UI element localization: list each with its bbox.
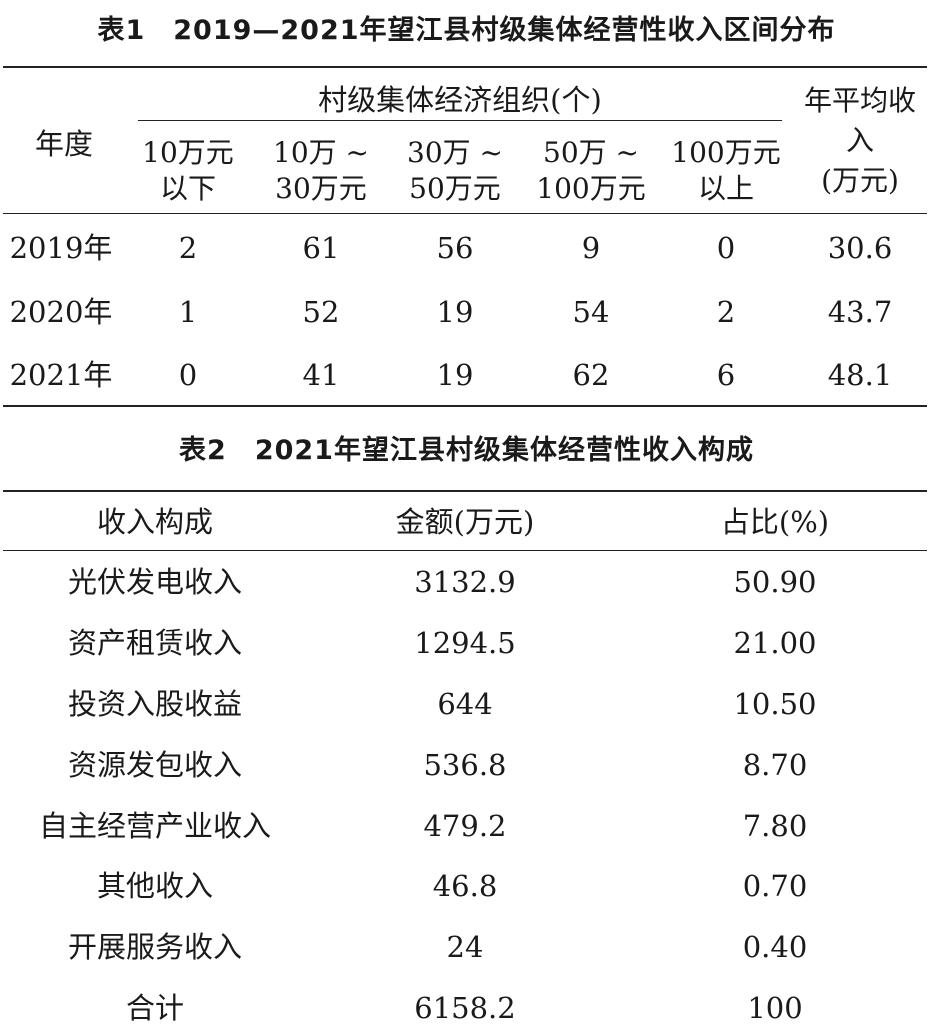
table1-row-year: 2019年 bbox=[9, 231, 113, 265]
table1-row-year: 2021年 bbox=[9, 358, 113, 392]
table2-row-share: 0.40 bbox=[742, 930, 808, 964]
table2-row-label: 自主经营产业收入 bbox=[38, 809, 271, 843]
table1-group-header: 村级集体经济组织(个) bbox=[318, 83, 602, 117]
table2-row-amount: 3132.9 bbox=[414, 565, 516, 599]
table2-row-label: 资源发包收入 bbox=[67, 748, 242, 782]
table2-row-amount: 536.8 bbox=[423, 748, 507, 782]
table1-avg-cell: 48.1 bbox=[827, 358, 893, 392]
table2-row-amount: 46.8 bbox=[432, 869, 498, 903]
table2-row-share: 50.90 bbox=[733, 565, 817, 599]
table2-header-amount: 金额(万元) bbox=[395, 505, 535, 539]
table1-group-rule bbox=[138, 120, 782, 121]
table2-row-share: 8.70 bbox=[742, 748, 808, 782]
table2-row-label: 资产租赁收入 bbox=[67, 626, 242, 660]
table1-avg-header-line3: (万元) bbox=[821, 164, 899, 197]
table2-row-amount: 24 bbox=[446, 930, 484, 964]
table1-top-rule bbox=[3, 66, 927, 68]
table2-row-share: 10.50 bbox=[733, 687, 817, 721]
table1-cell: 9 bbox=[581, 231, 601, 265]
table2-header-rule bbox=[3, 550, 927, 551]
table1-avg-cell: 43.7 bbox=[827, 295, 893, 329]
table1-cell: 0 bbox=[178, 358, 198, 392]
table1-cell: 6 bbox=[716, 358, 736, 392]
table1-cell: 0 bbox=[716, 231, 736, 265]
table2-row-label: 投资入股收益 bbox=[67, 687, 242, 721]
table2-total-amount: 6158.2 bbox=[414, 991, 516, 1025]
table2-row-share: 21.00 bbox=[733, 626, 817, 660]
table1-caption: 表1 2019—2021年望江县村级集体经营性收入区间分布 bbox=[97, 15, 836, 46]
table1-cell: 41 bbox=[302, 358, 340, 392]
table1-cell: 1 bbox=[178, 295, 198, 329]
table1-cell: 54 bbox=[572, 295, 610, 329]
table1-cell: 62 bbox=[572, 358, 610, 392]
table2-row-label: 开展服务收入 bbox=[67, 930, 242, 964]
table1-range-header-5-line2: 以上 bbox=[697, 172, 754, 205]
table1-avg-header-line1: 年平均收 bbox=[803, 84, 916, 117]
table1-range-header-4-line2: 100万元 bbox=[536, 172, 646, 205]
table2-row-share: 0.70 bbox=[742, 869, 808, 903]
table1-header-rule bbox=[3, 213, 927, 214]
table1-row-year: 2020年 bbox=[9, 295, 113, 329]
table1-year-header: 年度 bbox=[34, 127, 93, 161]
table2-row-share: 7.80 bbox=[742, 809, 808, 843]
table2-total-label: 合计 bbox=[125, 991, 184, 1025]
table1-cell: 56 bbox=[436, 231, 474, 265]
table1-cell: 19 bbox=[436, 358, 474, 392]
table2-row-label: 光伏发电收入 bbox=[67, 565, 242, 599]
table2-row-amount: 644 bbox=[437, 687, 493, 721]
table1-range-header-1: 10万元 bbox=[142, 136, 234, 169]
table1-cell: 19 bbox=[436, 295, 474, 329]
table2-row-label: 其他收入 bbox=[96, 869, 213, 903]
table1-bottom-rule bbox=[3, 405, 927, 407]
table1-cell: 52 bbox=[302, 295, 340, 329]
table1-range-header-2-line2: 30万元 bbox=[275, 172, 367, 205]
table2-header-share: 占比(%) bbox=[720, 505, 830, 539]
table1-cell: 2 bbox=[178, 231, 198, 265]
table1-cell: 61 bbox=[302, 231, 340, 265]
table2-row-amount: 479.2 bbox=[423, 809, 507, 843]
table1-range-header-3-line2: 50万元 bbox=[409, 172, 501, 205]
table2-header-source: 收入构成 bbox=[96, 505, 213, 539]
table1-range-header-3: 30万 ~ bbox=[407, 136, 503, 169]
table1-range-header-4: 50万 ~ bbox=[543, 136, 639, 169]
table1-avg-header-line2: 入 bbox=[845, 124, 874, 157]
table2-total-share: 100 bbox=[747, 991, 803, 1025]
table1-avg-cell: 30.6 bbox=[827, 231, 893, 265]
table1-range-header-1-line2: 以下 bbox=[159, 172, 216, 205]
table2-caption: 表2 2021年望江县村级集体经营性收入构成 bbox=[179, 435, 754, 466]
table2-top-rule bbox=[3, 490, 927, 492]
table2-row-amount: 1294.5 bbox=[414, 626, 516, 660]
table1-range-header-5: 100万元 bbox=[671, 136, 781, 169]
table1-range-header-2: 10万 ~ bbox=[273, 136, 369, 169]
table1-cell: 2 bbox=[716, 295, 736, 329]
